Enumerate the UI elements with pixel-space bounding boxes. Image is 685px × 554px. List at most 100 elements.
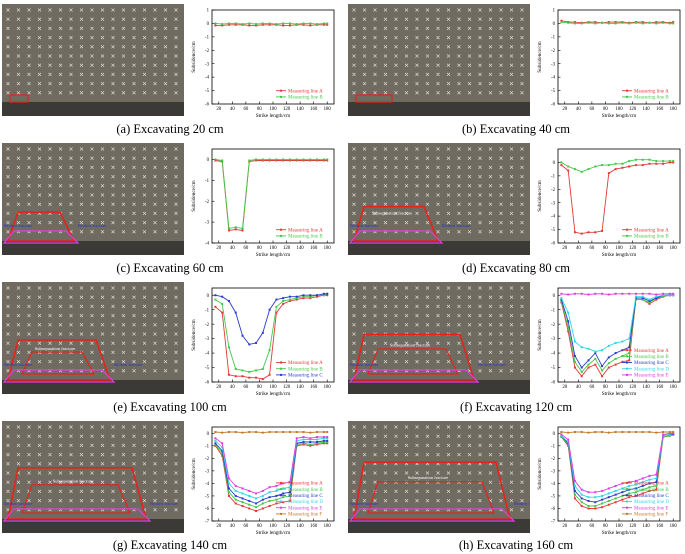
data-point: [248, 499, 251, 502]
marker-point: [362, 81, 367, 86]
marker-point: [58, 202, 63, 206]
marker-point: [153, 26, 157, 31]
data-point: [662, 431, 665, 434]
marker-point: [467, 498, 472, 503]
marker-point: [520, 184, 524, 188]
data-point: [560, 164, 563, 167]
marker-point: [488, 17, 493, 21]
marker-point: [79, 498, 84, 503]
series-line: [561, 20, 674, 24]
marker-point: [121, 452, 126, 457]
marker-point: [362, 443, 367, 448]
legend-swatch-marker: [626, 361, 628, 364]
marker-point: [6, 8, 10, 12]
marker-point: [37, 26, 42, 31]
marker-point: [121, 193, 126, 197]
data-point: [255, 369, 258, 372]
broken-fracture-label: Broken fracture: [514, 501, 530, 506]
marker-point: [37, 286, 42, 290]
marker-point: [6, 54, 10, 58]
y-tick-label: -1: [205, 444, 210, 449]
marker-point: [37, 184, 42, 188]
data-point: [234, 226, 237, 229]
x-tick-label: 100: [269, 107, 277, 112]
marker-point: [27, 174, 31, 179]
x-tick-label: 80: [603, 385, 608, 390]
data-point: [580, 497, 583, 500]
data-point: [594, 165, 597, 168]
marker-point: [121, 165, 126, 170]
marker-point: [37, 480, 42, 484]
data-point: [648, 21, 651, 24]
marker-point: [373, 313, 377, 318]
data-point: [221, 311, 224, 314]
caption-h: (h) Excavating 160 cm: [458, 538, 574, 552]
marker-point: [27, 304, 31, 309]
marker-point: [425, 54, 430, 58]
marker-point: [509, 63, 514, 67]
legend-swatch-marker: [626, 481, 628, 484]
series-line: [215, 441, 328, 508]
marker-point: [446, 91, 451, 95]
broken-fracture-label: Broken fracture: [78, 223, 106, 228]
marker-point: [100, 54, 105, 58]
marker-point: [499, 165, 503, 170]
marker-point: [174, 286, 178, 290]
data-point: [587, 363, 590, 366]
marker-point: [383, 91, 388, 95]
marker-point: [58, 193, 63, 197]
marker-point: [132, 54, 136, 58]
marker-point: [48, 452, 52, 457]
data-point: [607, 487, 610, 490]
marker-point: [121, 462, 126, 466]
marker-point: [69, 220, 73, 225]
marker-point: [132, 174, 136, 179]
data-point: [221, 452, 224, 455]
data-point: [322, 437, 325, 440]
marker-point: [174, 81, 178, 86]
marker-point: [478, 498, 482, 503]
marker-point: [16, 147, 21, 151]
data-point: [302, 295, 305, 298]
marker-point: [457, 425, 461, 429]
marker-point: [69, 35, 73, 40]
marker-point: [174, 480, 178, 484]
marker-point: [478, 425, 482, 429]
marker-point: [520, 332, 524, 336]
data-point: [580, 493, 583, 496]
marker-point: [425, 45, 430, 49]
marker-point: [467, 54, 472, 58]
data-point: [268, 23, 271, 26]
marker-point: [362, 45, 367, 49]
y-tick-label: -3: [551, 469, 556, 474]
data-point: [295, 431, 298, 434]
marker-point: [121, 304, 126, 309]
data-point: [316, 295, 319, 298]
marker-point: [79, 81, 84, 86]
y-tick-label: -2: [551, 49, 556, 54]
data-point: [234, 484, 237, 487]
data-point: [309, 431, 312, 434]
marker-point: [163, 193, 168, 197]
marker-point: [457, 341, 461, 345]
marker-point: [446, 471, 451, 475]
marker-point: [90, 211, 94, 216]
data-point: [587, 231, 590, 234]
marker-point: [100, 17, 105, 21]
marker-point: [163, 72, 168, 77]
marker-point: [499, 211, 503, 216]
model-photo-svg: Broken fracture Broken fracture: [2, 143, 184, 255]
marker-point: [6, 425, 10, 429]
data-point: [587, 496, 590, 499]
series-line: [561, 161, 674, 235]
marker-point: [121, 286, 126, 290]
marker-point: [467, 72, 472, 77]
data-point: [309, 437, 312, 440]
marker-point: [404, 323, 409, 327]
marker-point: [467, 332, 472, 336]
data-point: [573, 366, 576, 369]
marker-point: [6, 313, 10, 318]
marker-point: [478, 286, 482, 290]
marker-point: [153, 91, 157, 95]
